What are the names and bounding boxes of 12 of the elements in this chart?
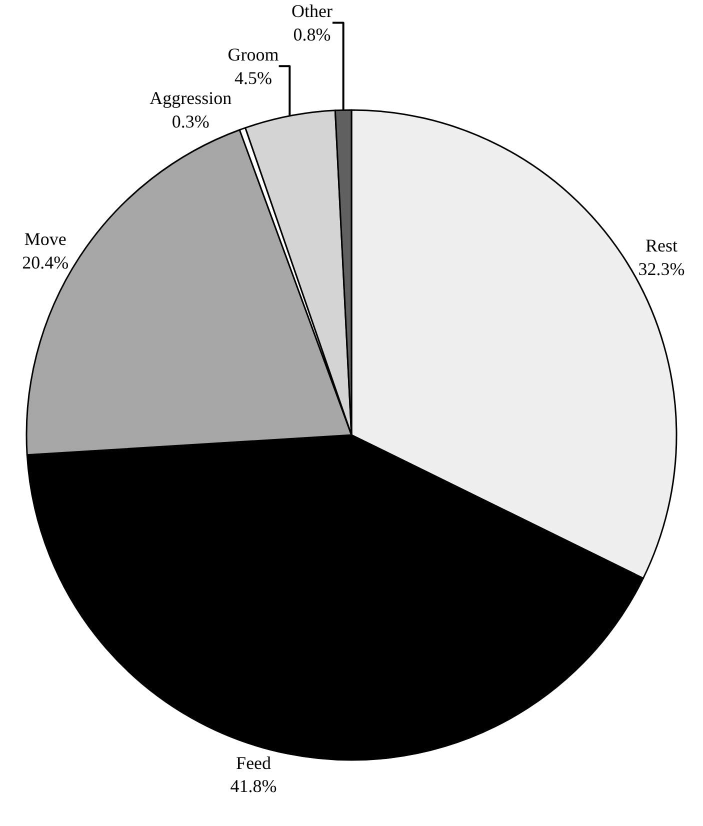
slice-label: Rest — [645, 235, 678, 256]
slice-label: Aggression — [150, 88, 232, 108]
slice-label: Other — [292, 1, 332, 22]
slice-label: Groom — [228, 44, 279, 64]
data-label: 20.4% — [22, 252, 69, 272]
data-label: 4.5% — [234, 68, 272, 88]
data-label: 0.8% — [293, 24, 331, 44]
data-label: 0.3% — [172, 111, 210, 132]
data-label: 32.3% — [638, 258, 685, 279]
slice-label: Feed — [236, 752, 272, 773]
slice-label: Move — [24, 228, 66, 249]
data-label: 41.8% — [230, 776, 277, 796]
